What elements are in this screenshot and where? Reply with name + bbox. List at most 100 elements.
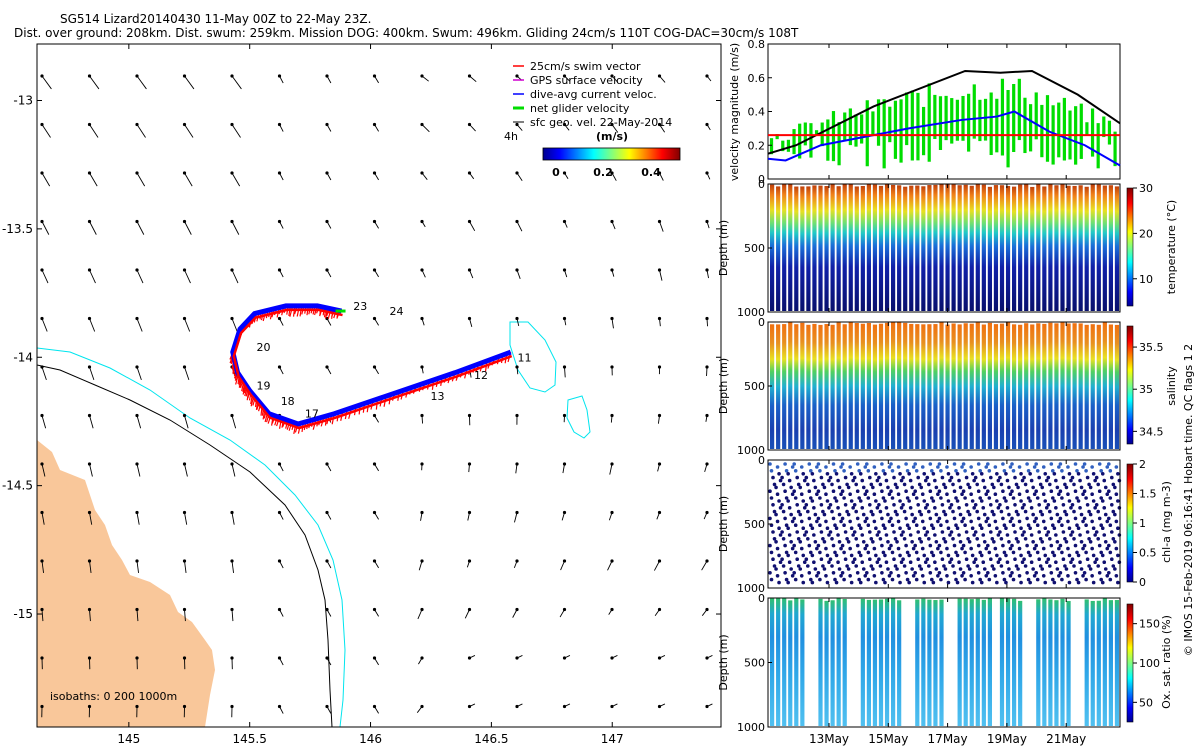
sfc-arrow-head — [230, 413, 234, 418]
sfc-arrow-head — [467, 74, 472, 78]
chl-point — [816, 462, 821, 466]
chl-point — [1096, 537, 1100, 541]
chl-point — [884, 478, 889, 483]
chl-point — [969, 546, 973, 551]
chl-point — [784, 550, 789, 555]
chl-point — [1043, 526, 1048, 530]
map-ytick-label: -13 — [13, 93, 33, 107]
chl-point — [830, 509, 834, 514]
colorbar-tick-0: 0 — [552, 166, 560, 179]
day-label: 24 — [389, 305, 403, 318]
profile-column — [903, 322, 908, 449]
sfc-arrow-head — [277, 171, 282, 175]
chl-point — [966, 537, 970, 541]
chl-point — [809, 550, 813, 555]
chl-point — [1099, 523, 1103, 527]
chl-point — [1029, 506, 1034, 510]
sfc-arrow — [514, 512, 518, 523]
chl-point — [923, 560, 928, 564]
chl-point — [1058, 462, 1063, 466]
chl-point — [1022, 530, 1026, 534]
legend-label-net: net glider velocity — [530, 102, 630, 115]
chl-point — [1067, 499, 1072, 503]
legend-label-swim: 25cm/s swim vector — [530, 60, 641, 73]
chl-point — [1088, 540, 1093, 544]
profile-column — [878, 599, 884, 726]
profile-column — [812, 185, 817, 311]
profile-column — [848, 322, 853, 449]
chl-point — [1054, 533, 1058, 537]
chl-point — [993, 546, 998, 551]
chl-point — [990, 564, 995, 568]
chl-point — [934, 567, 939, 571]
profile-column — [1036, 599, 1041, 726]
profile-column — [1078, 323, 1083, 449]
chl-point — [815, 546, 819, 551]
chl-point — [775, 574, 780, 578]
velocity-ytick-label: 0.8 — [748, 38, 766, 51]
chl-point — [831, 516, 836, 521]
chl-point — [933, 560, 937, 564]
profile-column — [999, 323, 1005, 449]
chl-point — [936, 574, 940, 578]
velocity-series-line — [767, 110, 1121, 167]
sfc-arrow-head — [40, 74, 44, 78]
chl-point — [833, 550, 837, 555]
chl-point — [992, 512, 996, 517]
chl-point — [942, 509, 946, 514]
chl-point — [1063, 537, 1067, 541]
chl-point — [784, 577, 789, 582]
sfc-arrow — [231, 560, 234, 573]
chl-point — [866, 550, 871, 555]
chl-point — [896, 492, 901, 497]
chl-point — [1066, 546, 1070, 551]
oxygen-profiles — [770, 598, 1120, 726]
chl-point — [1100, 472, 1105, 476]
sfc-arrow — [464, 609, 470, 619]
sfc-arrow-head — [40, 656, 44, 660]
chl-point — [957, 478, 961, 483]
chl-point — [1031, 540, 1035, 544]
chl-point — [880, 489, 884, 494]
chl-point — [837, 512, 842, 517]
chl-point — [917, 537, 922, 541]
chl-point — [937, 462, 942, 466]
chl-point — [799, 465, 804, 469]
chl-point — [866, 469, 871, 473]
chl-point — [834, 526, 839, 530]
chl-point — [1085, 557, 1090, 561]
sfc-arrow-head — [372, 656, 377, 660]
chl-point — [969, 519, 973, 524]
velocity-series-line — [767, 69, 1121, 155]
chl-point — [1079, 540, 1084, 544]
chl-point — [920, 574, 925, 578]
chl-point — [1055, 567, 1060, 571]
chl-point — [972, 533, 976, 537]
colorbar-tick-2: 0.4 — [641, 166, 661, 179]
chl-point — [840, 462, 845, 466]
chl-point — [810, 472, 815, 476]
chl-point — [907, 499, 911, 503]
sfc-arrow-head — [325, 122, 329, 127]
profile-column — [915, 185, 920, 311]
oxygen-colorbar-gradient — [1126, 603, 1134, 723]
sfc-arrow — [184, 366, 190, 381]
chl-point — [806, 564, 810, 568]
chl-point — [979, 580, 984, 585]
chl-point — [1023, 537, 1028, 541]
chl-point — [934, 512, 939, 517]
chl-point — [995, 472, 999, 476]
chl-point — [970, 580, 975, 585]
chl-point — [1110, 475, 1114, 480]
sfc-arrow-head — [372, 704, 377, 709]
chl-point — [1078, 506, 1082, 510]
chl-point — [1010, 543, 1014, 548]
chl-point — [955, 526, 960, 530]
chl-point — [970, 472, 975, 476]
sfc-arrow-head — [610, 704, 614, 709]
chl-point — [865, 571, 869, 575]
chl-point — [922, 472, 927, 476]
date-tick-label: 15May — [868, 732, 908, 746]
chl-point — [1117, 506, 1122, 510]
chl-point — [1061, 475, 1066, 480]
